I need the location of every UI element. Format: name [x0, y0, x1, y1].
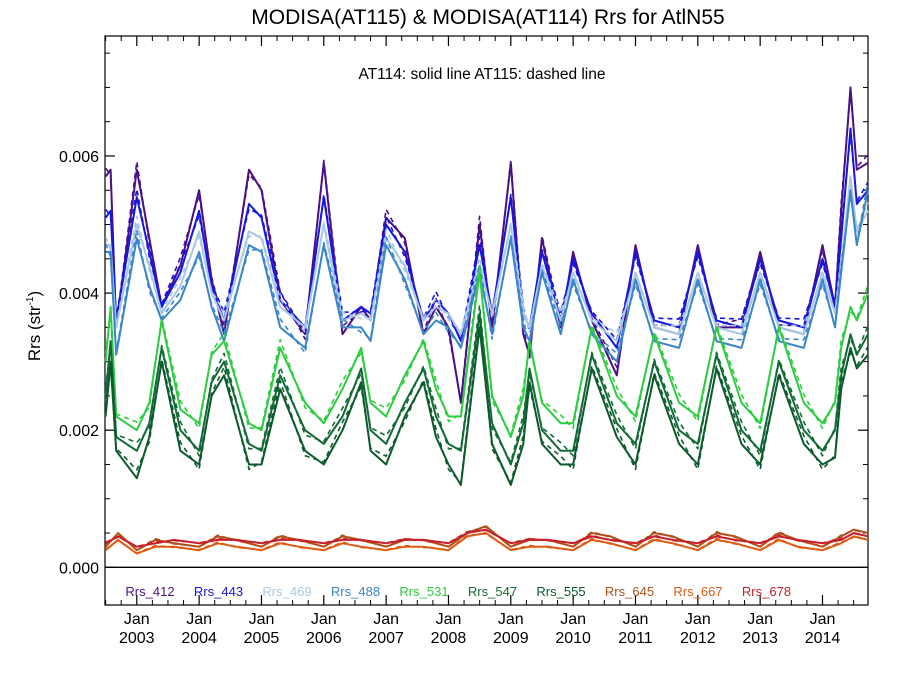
plot-area: 0.000 0.002 0.004 0.006 Jan 2003 Jan 2004 Jan 200…	[59, 35, 869, 647]
y-axis-label-main: Rrs (str	[25, 305, 44, 361]
x-tick-year-label: 2004	[181, 630, 217, 647]
y-axis-label-superscript: -1	[25, 296, 36, 305]
x-tick-month-label: Jan	[186, 611, 212, 628]
x-tick-year-label: 2012	[680, 630, 716, 647]
series-line-rrs_667	[104, 532, 869, 555]
legend-item-rrs_443: Rrs_443	[194, 584, 243, 599]
series-line-rrs_645	[104, 525, 869, 552]
series-line-rrs_531	[104, 271, 869, 438]
x-tick-month-label: Jan	[249, 611, 275, 628]
y-tick-label: 0.006	[59, 149, 99, 166]
legend-item-rrs_488: Rrs_488	[331, 584, 380, 599]
x-tick-month-label: Jan	[124, 611, 150, 628]
series-line-rrs_443	[104, 127, 869, 349]
legend-item-rrs_469: Rrs_469	[262, 584, 311, 599]
x-tick-year-label: 2008	[431, 630, 467, 647]
x-tick-month-label: Jan	[436, 611, 462, 628]
line-style-annotation: AT114: solid line AT115: dashed line	[358, 66, 605, 83]
y-tick-label: 0.000	[59, 560, 99, 577]
series-line-rrs_678	[105, 528, 869, 548]
series-line-dashed-rrs_412	[104, 91, 869, 402]
x-tick-year-label: 2010	[555, 630, 591, 647]
x-tick-month-label: Jan	[498, 611, 524, 628]
y-axis-label-close: )	[25, 291, 44, 297]
x-tick-year-label: 2011	[618, 630, 653, 647]
series-line-rrs_412	[104, 86, 869, 404]
legend-item-rrs_531: Rrs_531	[399, 584, 448, 599]
y-tick-label: 0.002	[59, 423, 99, 440]
y-axis-label: Rrs (str-1)	[25, 291, 44, 361]
x-tick-month-label: Jan	[810, 611, 836, 628]
plot-frame	[104, 35, 869, 606]
x-tick-year-label: 2003	[119, 630, 155, 647]
legend-item-rrs_555: Rrs_555	[536, 584, 585, 599]
series-line-rrs_547	[104, 312, 869, 466]
x-tick-month-label: Jan	[560, 611, 586, 628]
legend-item-rrs_547: Rrs_547	[468, 584, 517, 599]
x-tick-month-label: Jan	[623, 611, 649, 628]
chart-title: MODISA(AT115) & MODISA(AT114) Rrs for At…	[251, 6, 724, 29]
x-tick-month-label: Jan	[311, 611, 337, 628]
x-tick-year-label: 2005	[244, 630, 280, 647]
x-tick-year-label: 2013	[742, 630, 778, 647]
x-tick-year-label: 2009	[493, 630, 529, 647]
x-tick-year-label: 2006	[306, 630, 342, 647]
x-tick-month-label: Jan	[685, 611, 711, 628]
y-tick-label: 0.004	[59, 286, 99, 303]
series-line-rrs_555	[104, 326, 869, 486]
legend-item-rrs_412: Rrs_412	[125, 584, 174, 599]
legend-item-rrs_645: Rrs_645	[605, 584, 654, 599]
x-tick-year-label: 2014	[805, 630, 841, 647]
legend-item-rrs_678: Rrs_678	[742, 584, 791, 599]
x-tick-month-label: Jan	[747, 611, 773, 628]
series-line-dashed-rrs_531	[104, 263, 869, 436]
x-tick-year-label: 2007	[368, 630, 404, 647]
x-tick-month-label: Jan	[373, 611, 399, 628]
legend-item-rrs_667: Rrs_667	[673, 584, 722, 599]
series-line-dashed-rrs_555	[104, 318, 869, 484]
